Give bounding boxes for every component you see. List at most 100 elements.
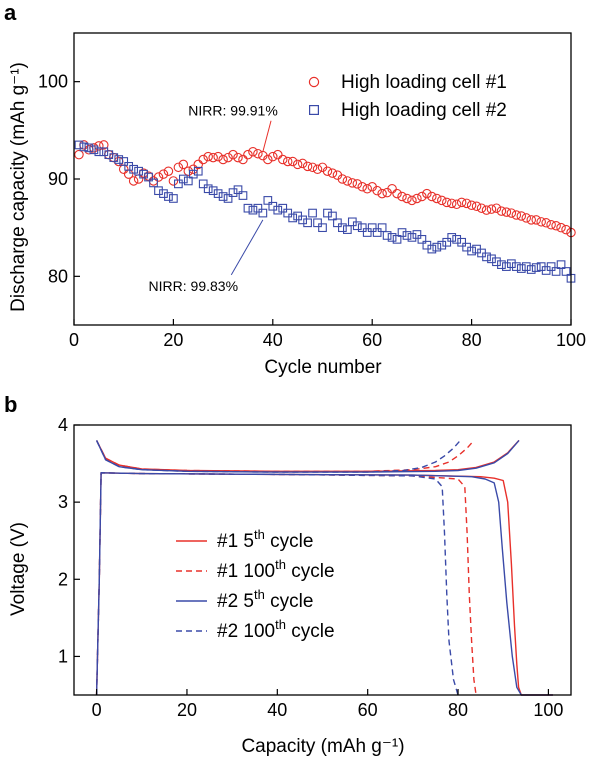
cell1-data-point — [501, 207, 512, 217]
cell1-data-point — [163, 166, 174, 176]
cell1-data-point — [99, 140, 109, 150]
cell2-data-point — [352, 221, 362, 231]
cell1-data-point — [387, 183, 397, 194]
cell2-data-point — [482, 252, 491, 262]
cell1-data-point — [153, 172, 164, 182]
cell2-data-point — [169, 194, 178, 203]
cell2-data-point — [288, 213, 298, 223]
curve-2-charge — [95, 439, 475, 472]
cell2-data-point — [447, 233, 457, 242]
cell2-data-point — [159, 189, 168, 198]
cell1-data-point — [193, 159, 204, 170]
panel-b-y-tick-label: 4 — [58, 415, 68, 435]
cell1-data-point — [541, 218, 551, 228]
cell1-data-point — [158, 169, 169, 179]
cell2-data-point — [248, 205, 258, 215]
cell2-data-point — [328, 211, 337, 221]
nirr-annotation-1: NIRR: 99.91% — [188, 103, 277, 119]
cell1-data-point — [526, 215, 536, 225]
cell1-data-point — [128, 176, 139, 186]
panel-a-legend: High loading cell #1 High loading cell #2 — [308, 72, 507, 121]
panel-a-label: a — [4, 0, 17, 25]
cell1-data-point — [417, 191, 427, 202]
cell2-data-point — [84, 143, 94, 153]
cell1-data-point — [397, 191, 407, 202]
cell1-data-point — [268, 151, 278, 162]
curve-1-discharge — [95, 472, 553, 696]
cell2-data-point — [521, 262, 531, 271]
panel-b-label: b — [4, 392, 17, 417]
legend-circle-marker — [308, 76, 320, 88]
cell1-data-point — [372, 185, 382, 196]
cell2-data-point — [526, 265, 536, 274]
cell1-data-point — [248, 146, 258, 157]
cell2-data-point — [412, 230, 422, 239]
cell2-data-point — [203, 184, 213, 194]
panel-b-axes: 0 20 40 60 80 100 1 2 3 4 — [58, 415, 572, 720]
nirr-annotation-leader-1 — [262, 120, 272, 152]
cell1-data-point — [208, 152, 218, 163]
cell2-data-point — [338, 223, 347, 233]
nirr-annotation-2: NIRR: 99.83% — [149, 278, 238, 294]
cell2-data-point — [109, 153, 119, 162]
cell1-data-point — [362, 183, 372, 194]
cell1-data-point — [437, 195, 447, 206]
cell2-data-point — [213, 189, 223, 198]
cell1-data-point — [342, 176, 353, 186]
panel-b-xlabel: Capacity (mAh g⁻¹) — [241, 736, 404, 757]
cell1-data-point — [352, 179, 363, 189]
curve-4-charge — [95, 439, 461, 473]
cell2-data-point — [74, 140, 84, 150]
cell1-data-point — [263, 154, 273, 165]
cell2-data-point — [178, 174, 188, 184]
cell1-data-point — [213, 151, 223, 162]
cell1-data-point — [446, 198, 457, 209]
cell1-data-point — [277, 154, 288, 165]
cell2-data-point — [144, 172, 153, 182]
cell2-data-point — [183, 176, 193, 186]
cell2-data-point — [377, 223, 387, 233]
cell1-data-point — [198, 154, 208, 165]
cell2-data-point — [516, 264, 526, 273]
cell1-data-point — [253, 148, 263, 159]
cell2-data-point — [238, 191, 248, 200]
cell2-data-point — [79, 142, 89, 152]
cell1-data-point — [79, 140, 89, 150]
cell2-data-point — [233, 185, 243, 195]
panel-a-x-tick-label: 20 — [163, 330, 183, 350]
cell1-data-point — [173, 162, 184, 173]
nirr-annotation-leader-2 — [230, 219, 264, 276]
cell2-data-point — [551, 267, 561, 276]
cell1-data-point — [461, 198, 472, 209]
cell1-data-point — [327, 168, 338, 178]
panel-b-y-tick-label: 2 — [58, 569, 68, 589]
panel-b-x-tick-label: 60 — [358, 700, 378, 720]
panel-b-x-tick-label: 0 — [92, 700, 102, 720]
cell1-data-point — [287, 156, 298, 167]
panel-a-xlabel: Cycle number — [264, 357, 382, 378]
cell1-data-point — [561, 224, 571, 235]
cell2-data-point — [342, 225, 352, 234]
cell1-data-point — [337, 174, 348, 184]
cell1-data-point — [183, 166, 194, 176]
cell1-data-point — [441, 197, 452, 208]
cell1-data-point — [218, 154, 228, 165]
legend-label-4: #2 100th cycle — [217, 617, 335, 642]
cell2-data-point — [208, 186, 218, 196]
panel-a-x-tick-label: 40 — [263, 330, 283, 350]
panel-a-y-tick-label: 90 — [48, 169, 68, 189]
cell1-data-point — [104, 149, 114, 160]
cell2-data-point — [129, 164, 138, 174]
cell1-data-point — [451, 199, 462, 210]
cell2-data-point — [263, 196, 273, 205]
panel-b: b 0 20 40 60 80 100 1 2 3 4 #1 5th cycle #1 100th … — [4, 392, 572, 757]
cell1-data-point — [273, 149, 283, 160]
cell2-data-point — [283, 208, 293, 218]
cell1-data-point — [551, 220, 561, 231]
cell2-data-point — [303, 218, 312, 228]
panel-b-x-tick-label: 40 — [267, 700, 287, 720]
cell2-data-point — [323, 208, 332, 218]
cell1-data-point — [312, 164, 323, 175]
cell1-data-point — [392, 188, 402, 199]
cell1-data-point — [432, 193, 442, 204]
